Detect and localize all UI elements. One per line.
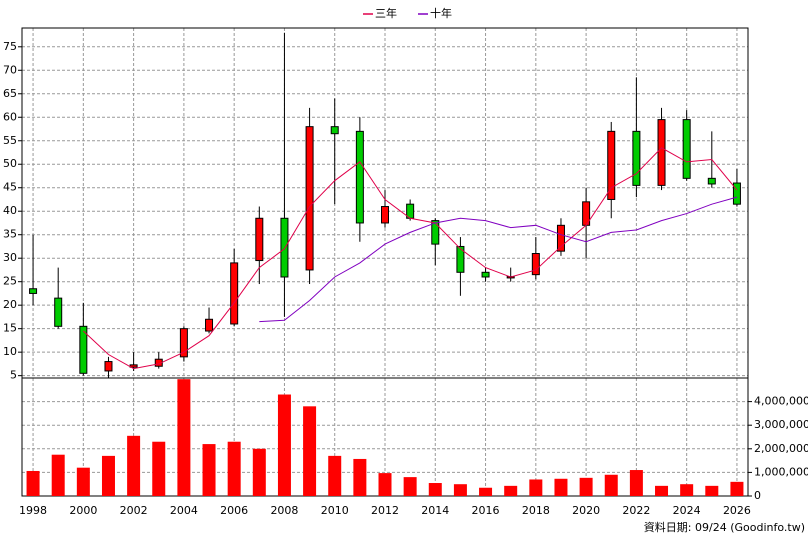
x-tick-label: 2022	[622, 504, 650, 517]
y2-tick-label: 2,000,000	[754, 442, 808, 455]
candle-body	[531, 253, 540, 276]
candle-body	[657, 119, 666, 186]
candle-body	[381, 206, 389, 224]
y2-tick-label: 0	[754, 489, 761, 502]
candle-body	[707, 177, 716, 185]
footnote: 資料日期: 09/24 (Goodinfo.tw)	[644, 520, 805, 534]
volume-bar	[202, 444, 216, 496]
x-tick-label: 2026	[723, 504, 751, 517]
volume-bar	[76, 467, 90, 496]
volume-bar	[479, 487, 493, 496]
candle-body	[556, 224, 565, 252]
volume-bar	[680, 484, 694, 496]
y-tick-label: 65	[3, 87, 17, 100]
x-tick-label: 2014	[421, 504, 449, 517]
x-tick-label: 2004	[170, 504, 198, 517]
candle-body	[632, 130, 641, 186]
candle-body	[305, 126, 314, 271]
volume-bar	[504, 485, 518, 496]
volume-bar	[529, 479, 543, 496]
candle-body	[255, 217, 264, 262]
candle-body	[682, 119, 691, 179]
y-tick-label: 25	[3, 275, 17, 288]
x-tick-label: 2000	[69, 504, 97, 517]
x-tick-label: 2008	[270, 504, 298, 517]
ma-line	[82, 147, 738, 370]
x-tick-label: 2010	[321, 504, 349, 517]
x-tick-label: 2018	[522, 504, 550, 517]
candle-body	[607, 130, 616, 200]
y-tick-label: 45	[3, 181, 17, 194]
volume-bar	[51, 454, 65, 496]
volume-bar	[328, 455, 342, 496]
x-tick-label: 1998	[19, 504, 47, 517]
volume-bar	[303, 406, 317, 496]
y-tick-label: 35	[3, 228, 17, 241]
x-tick-label: 2006	[220, 504, 248, 517]
volume-bar	[403, 477, 417, 496]
candle-body	[205, 318, 214, 332]
y-tick-label: 5	[10, 369, 17, 382]
candle-body	[355, 130, 364, 224]
candle-body	[230, 262, 239, 325]
y-tick-label: 10	[3, 345, 17, 358]
y-tick-label: 50	[3, 157, 17, 170]
y-tick-label: 70	[3, 63, 17, 76]
y2-tick-label: 4,000,000	[754, 395, 808, 408]
y-tick-label: 30	[3, 251, 17, 264]
y-tick-label: 60	[3, 110, 17, 123]
volume-bar	[152, 441, 166, 496]
volume-bar	[554, 478, 568, 496]
candle-body	[54, 297, 63, 327]
volume-bar	[453, 484, 467, 496]
volume-bar	[177, 379, 191, 496]
candle-body	[431, 220, 440, 245]
legend-label: 十年	[430, 6, 452, 20]
candle-body	[456, 245, 465, 273]
x-tick-label: 2016	[472, 504, 500, 517]
candle-body	[330, 126, 339, 135]
volume-bar	[579, 477, 593, 496]
volume-bar	[127, 435, 141, 496]
candle-body	[29, 288, 38, 294]
ma-line	[259, 196, 738, 323]
y2-tick-label: 1,000,000	[754, 465, 808, 478]
volume-bar	[227, 441, 241, 496]
candle-body	[481, 271, 490, 278]
volume-bar	[277, 394, 291, 496]
volume-bar	[655, 485, 669, 496]
volume-bar	[604, 474, 618, 496]
candle-body	[79, 325, 88, 374]
x-tick-label: 2012	[371, 504, 399, 517]
x-tick-label: 2002	[120, 504, 148, 517]
candle-body	[129, 364, 138, 368]
candle-body	[280, 217, 289, 278]
x-tick-label: 2020	[572, 504, 600, 517]
candle-body	[179, 328, 188, 358]
y-tick-label: 75	[3, 40, 17, 53]
volume-bar	[629, 470, 643, 496]
volume-bar	[730, 481, 744, 496]
volume-bar	[101, 455, 115, 496]
y-tick-label: 55	[3, 134, 17, 147]
volume-bar	[353, 458, 367, 496]
y-tick-label: 15	[3, 322, 17, 335]
y-tick-label: 20	[3, 298, 17, 311]
x-tick-label: 2024	[673, 504, 701, 517]
volume-bar	[378, 473, 392, 496]
legend-label: 三年	[375, 6, 397, 20]
volume-bar	[252, 448, 266, 496]
volume-bar	[26, 470, 40, 496]
candle-body	[732, 182, 741, 205]
candle-body	[104, 361, 113, 372]
y2-tick-label: 3,000,000	[754, 418, 808, 431]
y-tick-label: 40	[3, 204, 17, 217]
volume-bar	[428, 483, 442, 496]
volume-bar	[705, 485, 719, 496]
